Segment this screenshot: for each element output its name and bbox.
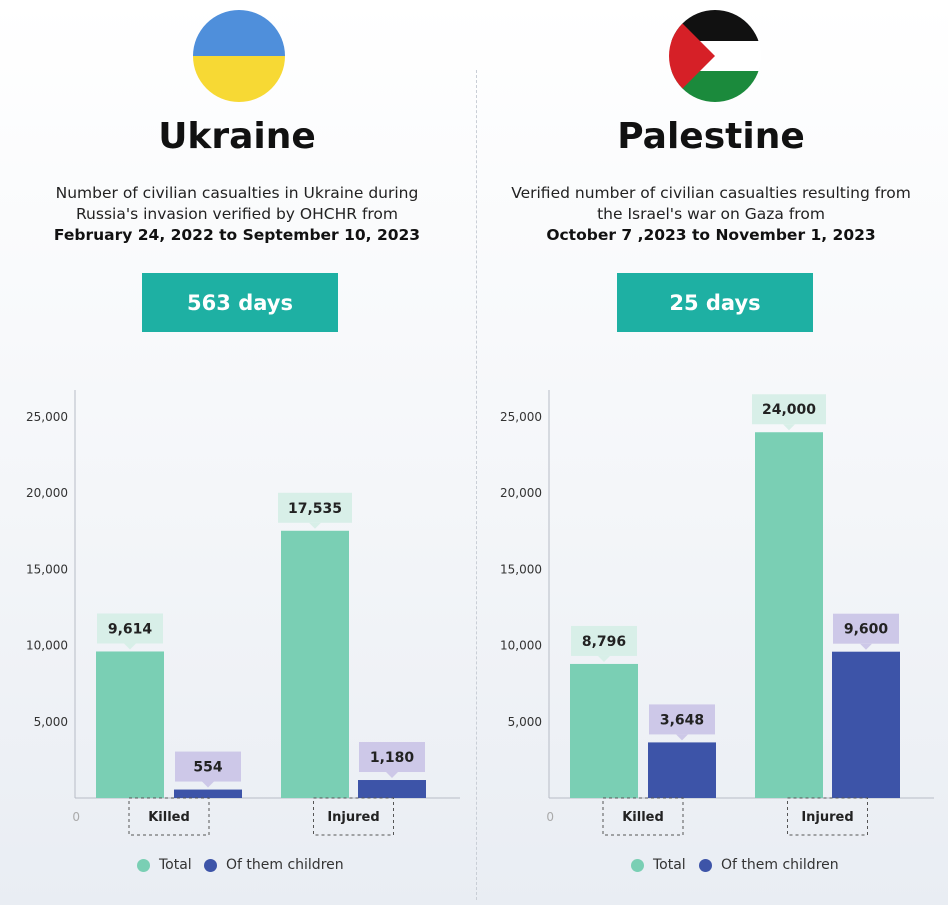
bar-children <box>358 780 426 798</box>
y-tick-label: 0 <box>72 810 80 824</box>
legend-swatch-children <box>204 858 217 872</box>
bar-total <box>755 432 823 798</box>
palestine-panel: Palestine Verified number of civilian ca… <box>474 0 948 905</box>
data-label-children: 1,180 <box>370 750 415 766</box>
ukraine-flag-icon <box>193 10 285 102</box>
y-tick-label: 20,000 <box>500 486 542 500</box>
date-range: October 7 ,2023 to November 1, 2023 <box>546 226 876 244</box>
palestine-bar-chart: 0 5,000 10,000 15,000 20,000 25,000 8,796 3,648… <box>500 390 934 836</box>
bar-children <box>648 742 716 798</box>
y-tick-label: 15,000 <box>500 562 542 576</box>
data-label-total: 9,614 <box>108 621 153 637</box>
y-tick-label: 20,000 <box>26 486 68 500</box>
y-tick-label: 5,000 <box>508 715 542 729</box>
legend-swatch-total <box>137 858 150 872</box>
data-label-children-pointer <box>202 781 214 788</box>
description-line: the Israel's war on Gaza from <box>597 205 825 223</box>
category-box <box>787 797 868 836</box>
data-label-children-bg <box>359 742 425 773</box>
legend-label: Total <box>653 857 686 873</box>
data-label-children-pointer <box>386 772 398 779</box>
data-label-total-pointer <box>598 655 610 662</box>
y-tick-label: 15,000 <box>26 562 68 576</box>
data-label-total-pointer <box>783 424 795 431</box>
date-range: February 24, 2022 to September 10, 2023 <box>53 226 421 244</box>
category-box <box>313 797 394 836</box>
legend-item-total: Total <box>631 857 686 873</box>
bar-total <box>281 530 349 798</box>
data-label-children-pointer <box>676 734 688 741</box>
ukraine-bar-chart: 0 5,000 10,000 15,000 20,000 25,000 9,614 554 Ki… <box>26 390 460 836</box>
category-box <box>602 797 684 836</box>
bar-children <box>832 651 900 798</box>
y-tick-label: 25,000 <box>500 410 542 424</box>
data-label-total: 8,796 <box>582 634 626 650</box>
country-title: Ukraine <box>158 116 316 157</box>
palestine-flag-icon <box>669 10 761 102</box>
data-label-total-bg <box>571 625 637 656</box>
description-line: Verified number of civilian casualties r… <box>511 184 911 202</box>
data-label-children-pointer <box>860 643 872 650</box>
y-tick-label: 25,000 <box>26 410 68 424</box>
description-line: Number of civilian casualties in Ukraine… <box>55 184 419 202</box>
legend-item-children: Of them children <box>204 857 344 873</box>
y-tick-label: 0 <box>546 810 554 824</box>
data-label-total-bg <box>97 613 163 644</box>
country-title: Palestine <box>617 116 805 157</box>
data-label-children: 3,648 <box>660 712 704 728</box>
bar-children <box>174 789 242 798</box>
y-tick-label: 10,000 <box>26 639 68 653</box>
duration-badge: 25 days <box>617 273 813 332</box>
data-label-total: 17,535 <box>288 501 342 517</box>
panel-divider <box>476 70 477 900</box>
legend-label: Total <box>159 857 192 873</box>
legend-label: Of them children <box>226 857 344 873</box>
data-label-total-bg <box>278 492 352 523</box>
bar-total <box>96 651 164 798</box>
legend-swatch-children <box>699 858 712 872</box>
legend-item-total: Total <box>137 857 192 873</box>
data-label-children: 554 <box>193 760 222 776</box>
legend-label: Of them children <box>721 857 839 873</box>
legend-item-children: Of them children <box>699 857 839 873</box>
description: Number of civilian casualties in Ukraine… <box>0 183 474 246</box>
x-category-label: Killed <box>148 810 190 825</box>
data-label-children: 9,600 <box>844 622 889 638</box>
y-tick-label: 10,000 <box>500 639 542 653</box>
data-label-total-bg <box>752 394 826 425</box>
description: Verified number of civilian casualties r… <box>474 183 948 246</box>
data-label-children-bg <box>175 751 241 782</box>
data-label-total-pointer <box>309 522 321 529</box>
description-line: Russia's invasion verified by OHCHR from <box>75 205 399 223</box>
y-tick-label: 5,000 <box>34 715 68 729</box>
legend-swatch-total <box>631 858 644 872</box>
data-label-children-bg <box>833 613 899 644</box>
ukraine-panel: Ukraine Number of civilian casualties in… <box>0 10 474 873</box>
x-category-label: Injured <box>327 810 379 825</box>
category-box <box>128 797 210 836</box>
bar-total <box>570 663 638 798</box>
x-category-label: Killed <box>622 810 664 825</box>
duration-badge: 563 days <box>142 273 338 332</box>
data-label-total: 24,000 <box>762 402 816 418</box>
data-label-total-pointer <box>124 643 136 650</box>
x-category-label: Injured <box>801 810 853 825</box>
data-label-children-bg <box>649 704 715 735</box>
